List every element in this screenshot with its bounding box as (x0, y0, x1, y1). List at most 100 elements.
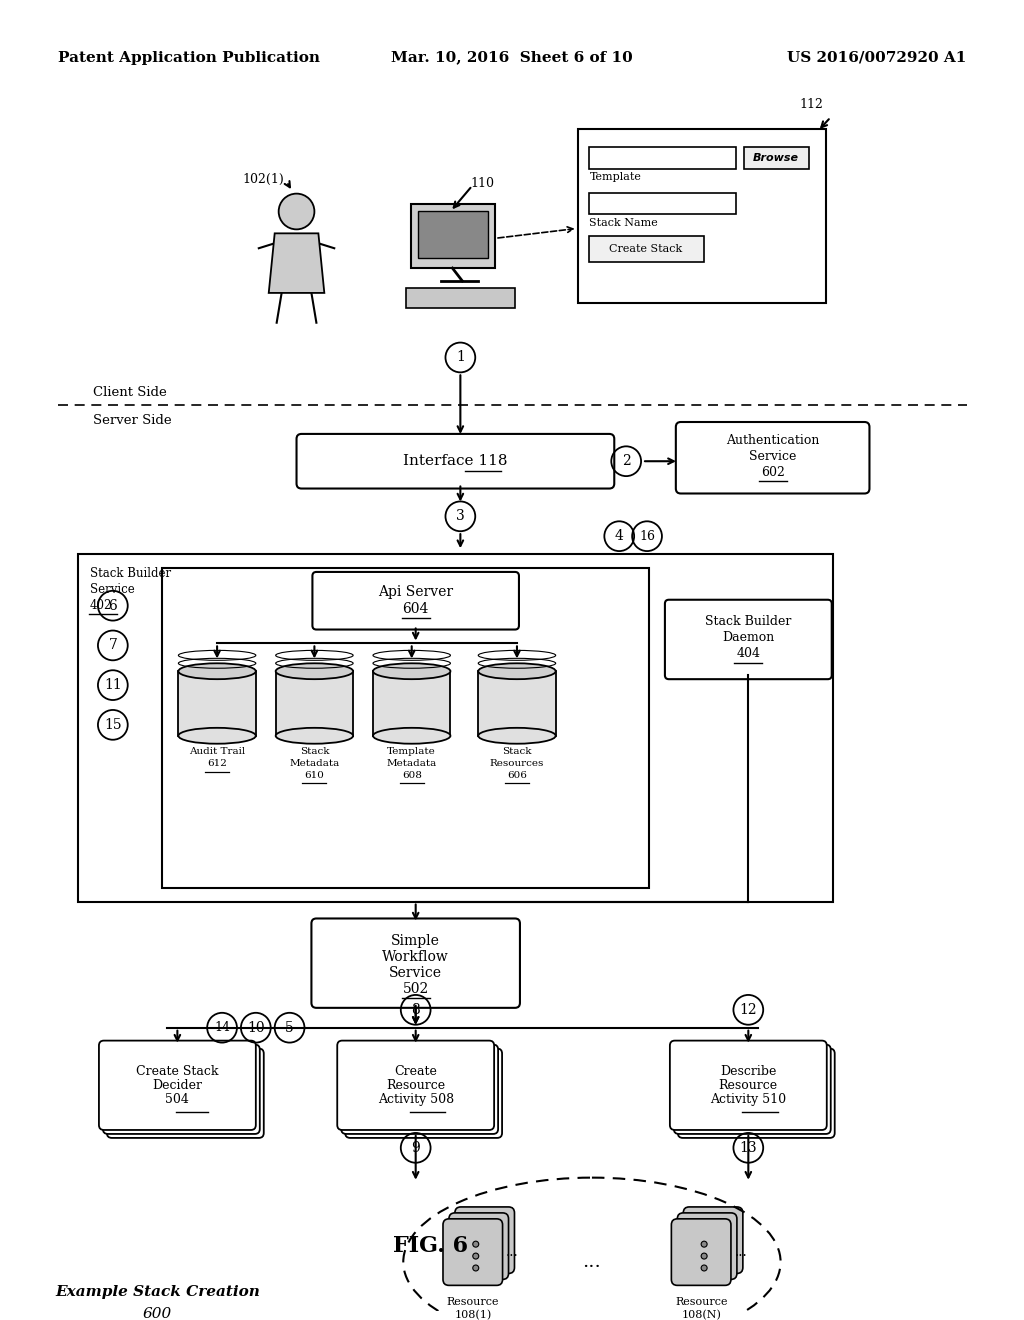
FancyBboxPatch shape (311, 919, 520, 1008)
FancyBboxPatch shape (449, 1213, 509, 1279)
Text: 606: 606 (507, 771, 527, 780)
Text: 8: 8 (412, 1003, 420, 1016)
Text: Decider: Decider (153, 1078, 203, 1092)
Circle shape (473, 1265, 479, 1271)
Text: Activity 508: Activity 508 (378, 1093, 454, 1106)
Text: 15: 15 (104, 718, 122, 731)
Text: Resource: Resource (719, 1078, 778, 1092)
Text: Mar. 10, 2016  Sheet 6 of 10: Mar. 10, 2016 Sheet 6 of 10 (391, 50, 633, 65)
Circle shape (701, 1241, 708, 1247)
Circle shape (473, 1241, 479, 1247)
Text: 402: 402 (90, 599, 113, 612)
Bar (478, 672, 556, 735)
Text: Server Side: Server Side (93, 413, 172, 426)
Text: Metadata: Metadata (387, 759, 437, 768)
Bar (418, 210, 488, 259)
FancyBboxPatch shape (665, 599, 831, 680)
Text: Create Stack: Create Stack (136, 1065, 219, 1078)
FancyBboxPatch shape (678, 1048, 835, 1138)
Text: Service: Service (90, 583, 135, 597)
Text: Stack Name: Stack Name (590, 218, 658, 228)
Bar (578, 129, 825, 302)
Text: Stack: Stack (300, 747, 329, 756)
Text: Audit Trail: Audit Trail (189, 747, 245, 756)
Bar (275, 672, 353, 735)
Text: Resource: Resource (675, 1296, 727, 1307)
Text: Daemon: Daemon (722, 631, 774, 644)
Text: FIG. 6: FIG. 6 (393, 1236, 468, 1257)
FancyBboxPatch shape (341, 1044, 498, 1134)
FancyBboxPatch shape (297, 434, 614, 488)
FancyBboxPatch shape (674, 1044, 830, 1134)
Text: 16: 16 (639, 529, 655, 543)
Text: 13: 13 (739, 1140, 757, 1155)
Bar (590, 147, 736, 169)
Text: Template: Template (590, 172, 641, 182)
Text: ...: ... (734, 1245, 748, 1259)
FancyBboxPatch shape (677, 1213, 737, 1279)
Bar (373, 672, 451, 735)
Text: 5: 5 (286, 1020, 294, 1035)
Text: ...: ... (583, 1253, 601, 1271)
Text: Template: Template (387, 747, 436, 756)
Text: 2: 2 (622, 454, 631, 469)
Text: 404: 404 (736, 647, 761, 660)
Text: Stack Builder: Stack Builder (90, 568, 171, 581)
Text: 7: 7 (109, 639, 118, 652)
Bar (411, 203, 496, 268)
FancyBboxPatch shape (683, 1206, 742, 1274)
Bar (163, 568, 649, 887)
Bar (406, 288, 515, 308)
Text: 108(1): 108(1) (455, 1309, 492, 1320)
Text: Api Server: Api Server (378, 585, 454, 599)
Ellipse shape (178, 663, 256, 680)
Text: 102(1): 102(1) (243, 173, 285, 186)
Text: 9: 9 (412, 1140, 420, 1155)
Text: Resources: Resources (489, 759, 544, 768)
Text: 602: 602 (761, 466, 784, 479)
Text: Create: Create (394, 1065, 437, 1078)
Text: Stack Builder: Stack Builder (706, 615, 792, 628)
FancyBboxPatch shape (99, 1040, 256, 1130)
Text: 3: 3 (456, 510, 465, 523)
Text: Activity 510: Activity 510 (711, 1093, 786, 1106)
Text: 610: 610 (304, 771, 325, 780)
Text: Service: Service (749, 450, 797, 463)
Bar (590, 193, 736, 214)
Text: 10: 10 (247, 1020, 264, 1035)
Text: 502: 502 (402, 982, 429, 997)
Bar (178, 672, 256, 735)
Ellipse shape (373, 727, 451, 743)
Text: ...: ... (506, 1245, 519, 1259)
Text: Describe: Describe (720, 1065, 776, 1078)
Ellipse shape (275, 663, 353, 680)
Ellipse shape (373, 663, 451, 680)
Circle shape (701, 1265, 708, 1271)
Circle shape (701, 1253, 708, 1259)
Text: 6: 6 (109, 599, 117, 612)
Ellipse shape (178, 727, 256, 743)
Text: 108(N): 108(N) (681, 1309, 721, 1320)
Text: Simple: Simple (391, 935, 440, 948)
Bar (744, 147, 809, 169)
Text: Service: Service (389, 966, 442, 979)
Text: 11: 11 (104, 678, 122, 692)
FancyBboxPatch shape (345, 1048, 502, 1138)
Text: Create Stack: Create Stack (609, 244, 683, 255)
Text: 608: 608 (401, 771, 422, 780)
Bar (78, 554, 833, 902)
Text: Resource: Resource (446, 1296, 499, 1307)
Text: Patent Application Publication: Patent Application Publication (58, 50, 321, 65)
Text: Workflow: Workflow (382, 950, 450, 964)
Text: Browse: Browse (753, 153, 799, 162)
Text: 604: 604 (402, 602, 429, 615)
Ellipse shape (478, 727, 556, 743)
FancyBboxPatch shape (102, 1044, 260, 1134)
FancyBboxPatch shape (455, 1206, 514, 1274)
FancyBboxPatch shape (672, 1218, 731, 1286)
FancyBboxPatch shape (670, 1040, 826, 1130)
Text: US 2016/0072920 A1: US 2016/0072920 A1 (787, 50, 967, 65)
Polygon shape (268, 234, 325, 293)
Text: Example Stack Creation: Example Stack Creation (55, 1284, 260, 1299)
Text: Interface 118: Interface 118 (403, 454, 508, 469)
